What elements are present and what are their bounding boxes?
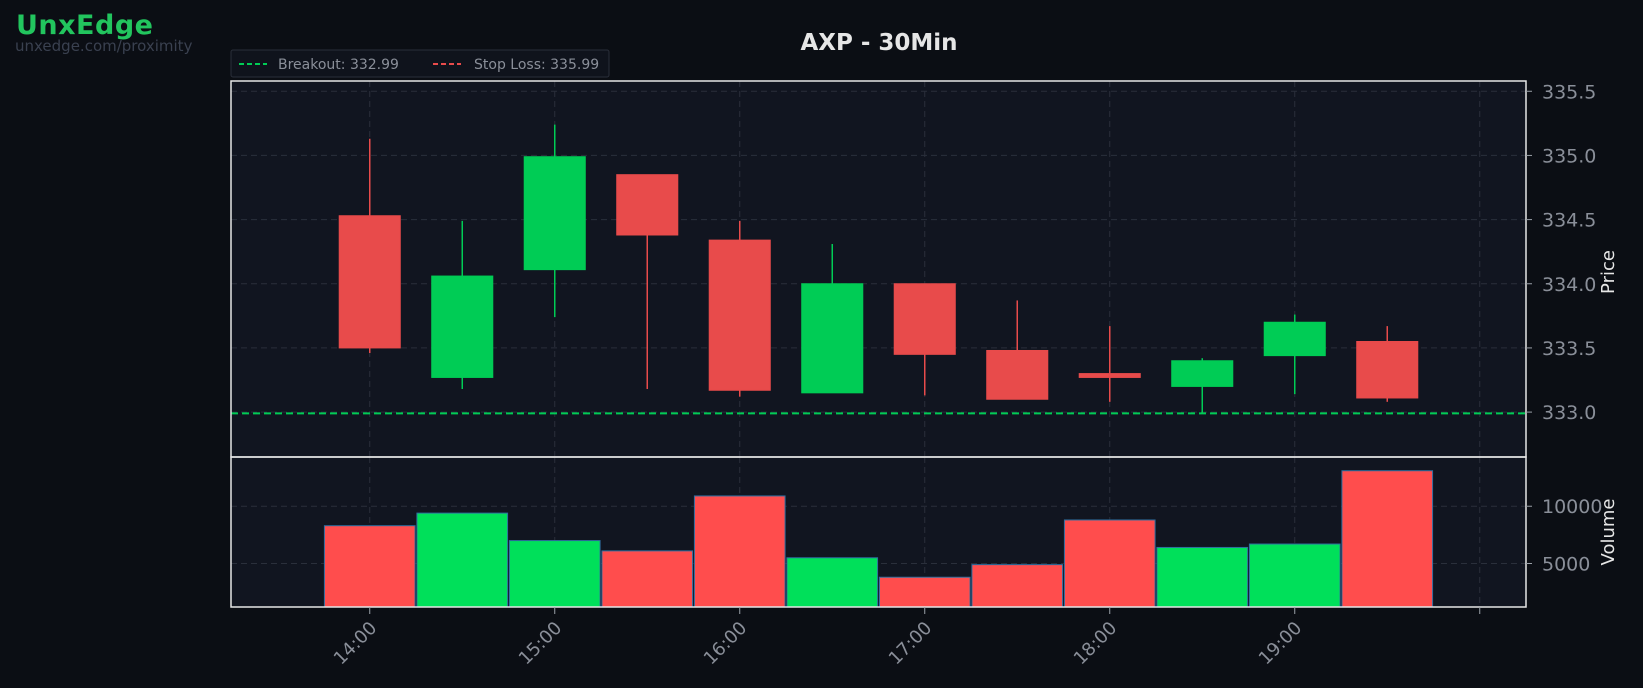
volume-bar — [416, 512, 509, 608]
candle-body — [708, 239, 771, 391]
candle-body — [801, 283, 864, 394]
legend-breakout-label: Breakout: 332.99 — [278, 57, 399, 73]
time-tick-label: 17:00 — [885, 618, 937, 670]
volume-bar — [1341, 470, 1434, 608]
volume-axis-label: Volume — [1598, 499, 1619, 566]
time-tick-label: 19:00 — [1255, 618, 1307, 670]
legend-stoploss-label: Stop Loss: 335.99 — [474, 57, 599, 73]
price-tick-label: 333.0 — [1542, 402, 1596, 424]
volume-bar — [1248, 543, 1341, 608]
time-tick-label: 15:00 — [515, 618, 567, 670]
volume-bar — [971, 564, 1064, 608]
brand-logo: UnxEdge — [16, 10, 154, 41]
time-tick-label: 14:00 — [330, 618, 382, 670]
brand-url: unxedge.com/proximity — [15, 37, 193, 55]
candle-body — [1078, 373, 1141, 378]
volume-axis: 5000 10000 — [1526, 496, 1602, 575]
volume-panel-border — [230, 456, 1527, 608]
price-panel — [231, 81, 1526, 457]
volume-bar — [693, 495, 786, 608]
volume-bar — [508, 540, 601, 608]
candle-body — [893, 283, 956, 355]
candle-body — [431, 275, 494, 378]
candle-body — [616, 174, 679, 236]
price-tick-label: 334.5 — [1542, 210, 1596, 232]
price-axis-label: Price — [1598, 250, 1619, 294]
volume-bar — [878, 576, 971, 608]
time-axis: 14:00 15:00 16:00 17:00 18:00 19:00 — [330, 607, 1481, 670]
candle-body — [1171, 360, 1234, 387]
candle-body — [986, 349, 1049, 400]
volume-bar — [601, 550, 694, 608]
volume-tick-label: 10000 — [1542, 496, 1602, 518]
price-axis: 333.0 333.5 334.0 334.5 335.0 335.5 — [1526, 81, 1596, 424]
candle-body — [338, 215, 401, 349]
candle-body — [1263, 321, 1326, 357]
price-tick-label: 333.5 — [1542, 338, 1596, 360]
volume-bar — [1063, 519, 1156, 608]
price-tick-label: 335.0 — [1542, 145, 1596, 167]
candles — [338, 124, 1419, 414]
volume-bar — [786, 557, 879, 608]
legend-box — [230, 49, 610, 78]
price-tick-label: 334.0 — [1542, 274, 1596, 296]
candle-body — [523, 156, 586, 271]
volume-bar — [323, 525, 416, 608]
candle-body — [1356, 341, 1419, 399]
volume-bars — [323, 470, 1434, 608]
price-tick-label: 335.5 — [1542, 81, 1596, 103]
volume-bar — [1156, 546, 1249, 608]
volume-tick-label: 5000 — [1542, 553, 1590, 575]
time-tick-label: 18:00 — [1070, 618, 1122, 670]
chart-title: AXP - 30Min — [800, 30, 957, 56]
chart-legend: Breakout: 332.99 Stop Loss: 335.99 — [230, 49, 610, 78]
time-tick-label: 16:00 — [700, 618, 752, 670]
